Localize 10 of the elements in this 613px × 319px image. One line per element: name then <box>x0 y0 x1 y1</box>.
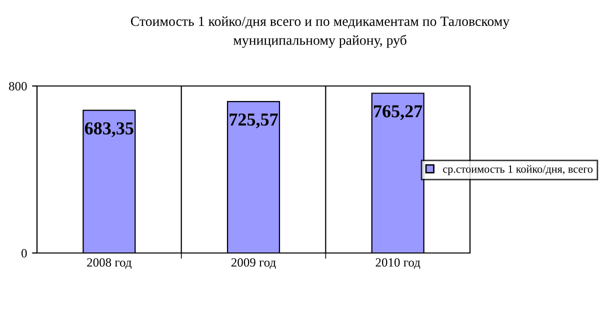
legend-label: ср.стоимость 1 койко/дня, всего <box>443 165 593 176</box>
data-label: 725,57 <box>230 114 278 128</box>
data-label: 683,35 <box>84 122 134 138</box>
x-tick-label: 2009 год <box>231 258 276 269</box>
x-tick-label: 2008 год <box>87 258 132 269</box>
data-label: 765,27 <box>374 105 422 120</box>
x-tick-label: 2010 год <box>376 258 420 269</box>
chart-title: Стоимость 1 койко/дня всего и по медикаментам по Таловскому муниципальному району, руб <box>130 16 510 48</box>
y-tick-label: 800 <box>9 82 27 90</box>
y-tick-label: 0 <box>22 249 27 258</box>
